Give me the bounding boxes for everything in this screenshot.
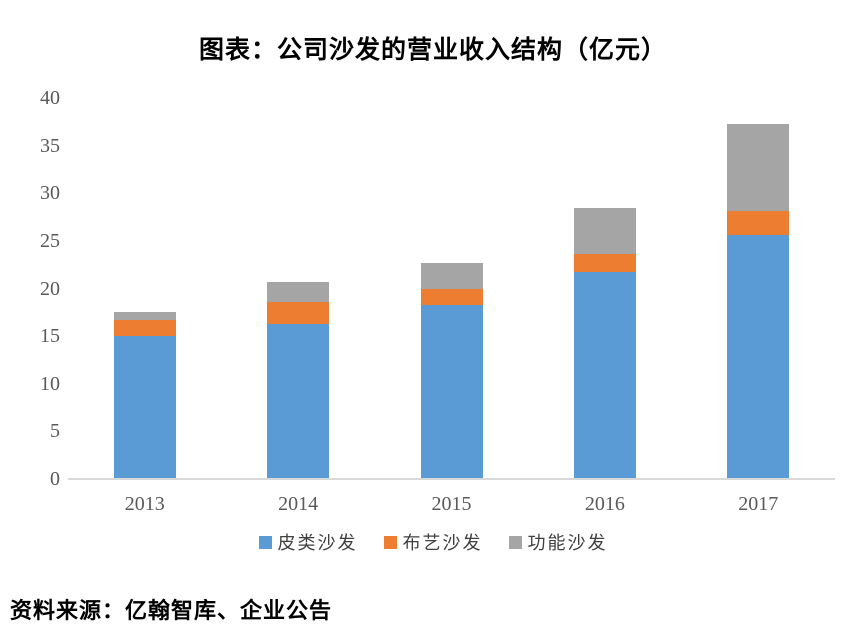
bar-segment-2014-series1 <box>267 301 330 324</box>
legend-label: 皮类沙发 <box>277 533 358 553</box>
source-note: 资料来源：亿翰智库、企业公告 <box>10 598 333 623</box>
bar-segment-2016-series2 <box>573 207 636 255</box>
x-tick-label-2015: 2015 <box>431 493 472 515</box>
bar-segment-2015-series2 <box>420 262 483 289</box>
bar-segment-2015-series1 <box>420 288 483 305</box>
legend-label: 功能沙发 <box>527 533 608 553</box>
bar-segment-2014-series2 <box>267 281 330 302</box>
y-tick-label-35: 35 <box>40 134 60 157</box>
legend-swatch-icon <box>258 535 272 549</box>
x-tick-label-2013: 2013 <box>124 493 165 515</box>
bar-segment-2013-series0 <box>113 336 176 479</box>
y-tick-label-25: 25 <box>40 229 60 252</box>
y-tick-label-0: 0 <box>50 468 60 490</box>
chart-title: 图表：公司沙发的营业收入结构（亿元） <box>198 37 667 64</box>
y-tick-label-10: 10 <box>40 372 60 395</box>
x-tick-label-2014: 2014 <box>278 493 319 515</box>
y-tick-label-15: 15 <box>40 325 60 348</box>
legend-swatch-icon <box>508 535 522 549</box>
y-tick-label-40: 40 <box>40 87 60 109</box>
x-tick-label-2017: 2017 <box>738 493 779 515</box>
bar-segment-2015-series0 <box>420 304 483 479</box>
y-tick-label-5: 5 <box>50 420 60 443</box>
y-tick-label-30: 30 <box>40 182 60 205</box>
bar-segment-2016-series1 <box>573 254 636 273</box>
x-tick-label-2016: 2016 <box>584 493 625 515</box>
bar-segment-2013-series2 <box>113 312 176 320</box>
legend-item-1: 布艺沙发 <box>383 529 483 555</box>
bar-segment-2013-series1 <box>113 319 176 337</box>
bar-segment-2016-series0 <box>573 272 636 479</box>
bar-segment-2017-series2 <box>727 123 790 212</box>
legend: 皮类沙发 布艺沙发 功能沙发 <box>0 529 866 555</box>
plot-area <box>68 98 835 480</box>
legend-label: 布艺沙发 <box>402 533 483 553</box>
y-tick-label-20: 20 <box>40 277 60 300</box>
legend-item-2: 功能沙发 <box>508 529 608 555</box>
legend-item-0: 皮类沙发 <box>258 529 358 555</box>
x-axis-line <box>68 478 835 480</box>
legend-swatch-icon <box>383 535 397 549</box>
bar-segment-2017-series0 <box>727 235 790 479</box>
bar-segment-2014-series0 <box>267 323 330 479</box>
bar-segment-2017-series1 <box>727 211 790 236</box>
